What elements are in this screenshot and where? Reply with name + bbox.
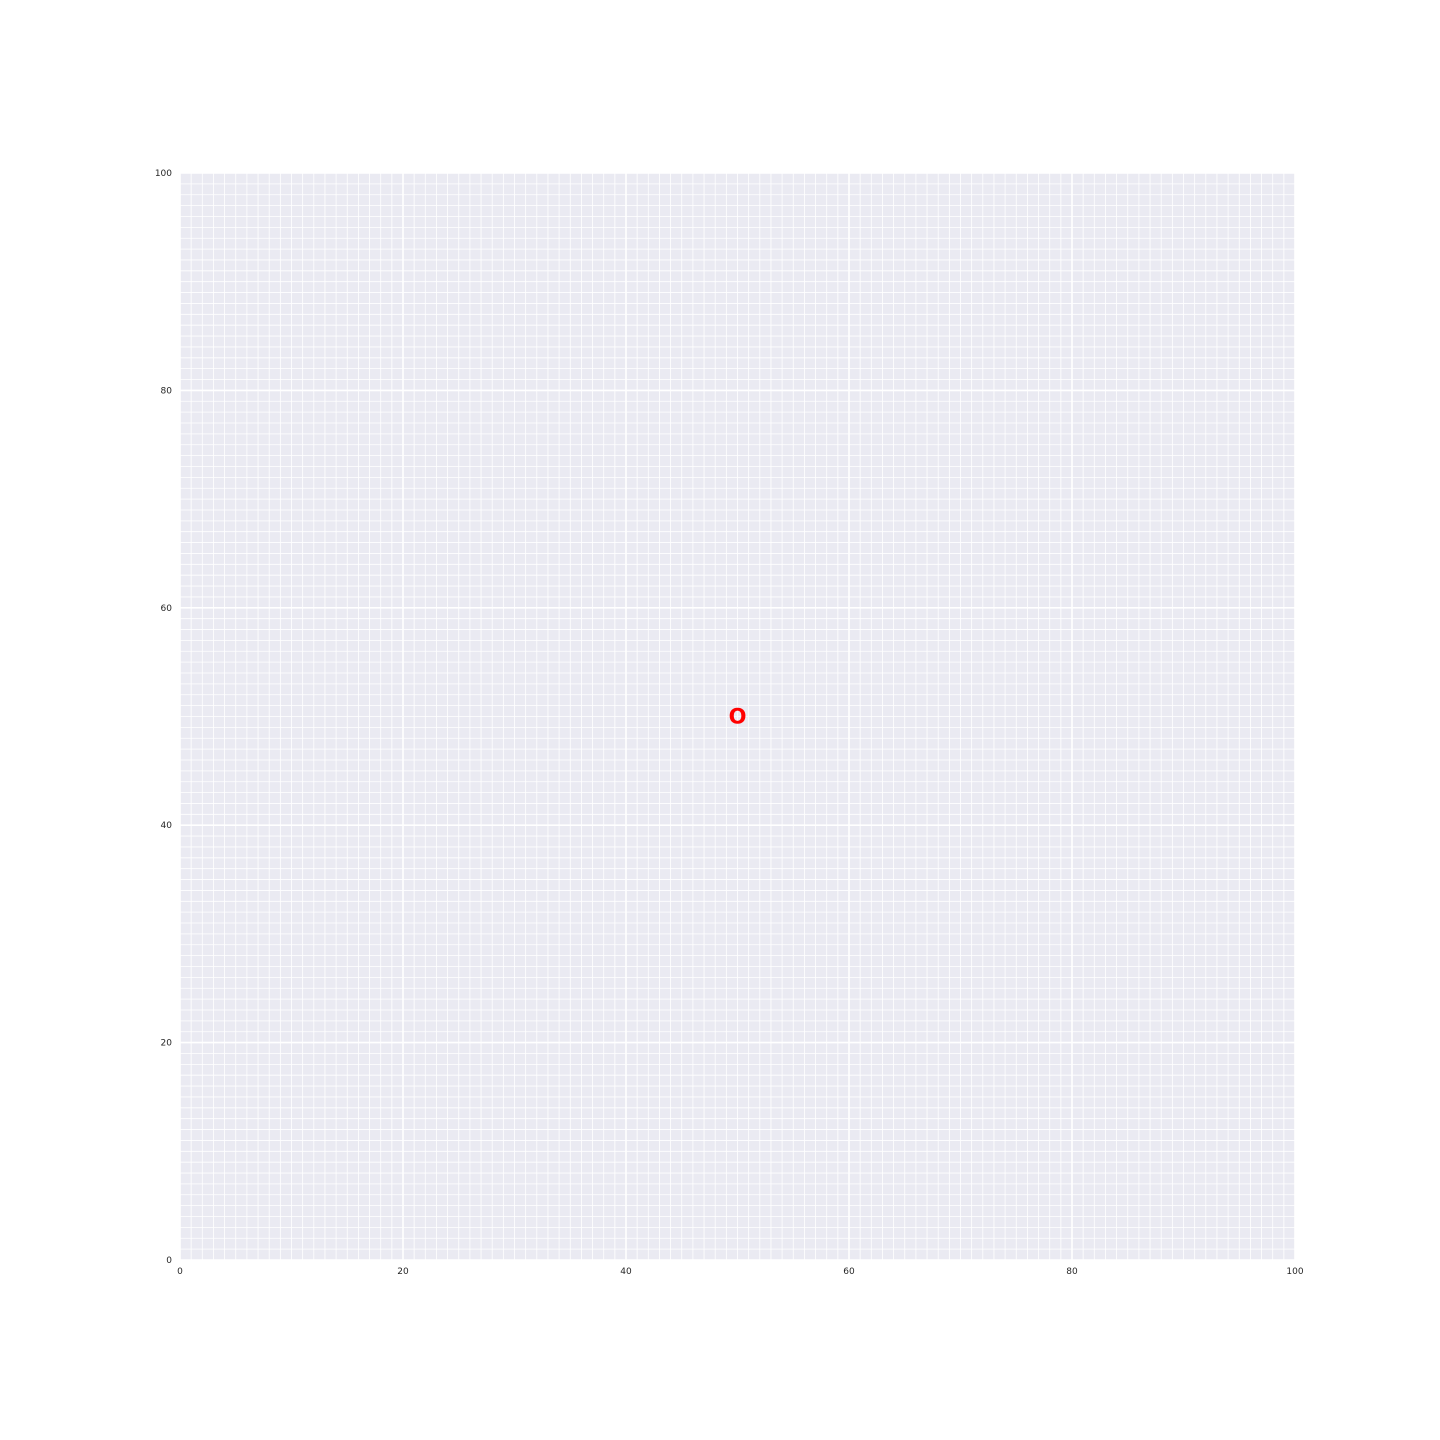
y-tick-label: 0 [166,1256,172,1266]
major-grid [179,172,1296,1261]
x-tick-label: 80 [1066,1267,1078,1277]
y-tick-label: 100 [155,169,172,179]
minor-grid [180,173,1295,1260]
x-tick-label: 100 [1286,1267,1303,1277]
x-axis-ticks: 0 20 40 60 80 100 [177,1267,1304,1277]
y-tick-label: 20 [161,1039,173,1049]
x-tick-label: 40 [620,1267,632,1277]
x-tick-label: 0 [177,1267,183,1277]
x-tick-label: 60 [843,1267,855,1277]
data-points: O [729,705,747,729]
y-tick-label: 60 [161,604,173,614]
x-tick-label: 20 [397,1267,409,1277]
point-marker-label: O [729,705,747,729]
y-axis-ticks: 0 20 40 60 80 100 [155,169,172,1266]
y-tick-label: 80 [161,386,173,396]
y-tick-label: 40 [161,821,173,831]
